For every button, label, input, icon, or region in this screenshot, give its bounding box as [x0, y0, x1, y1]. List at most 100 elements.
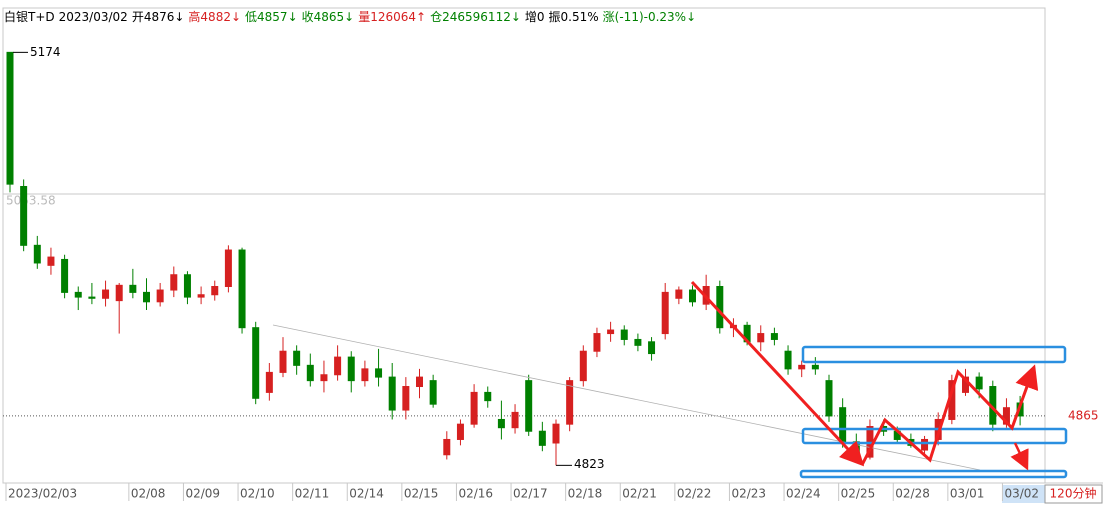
candle-body: [183, 274, 191, 298]
candle-body: [497, 418, 505, 429]
quote-field: 量126064↑: [358, 10, 427, 24]
candle-body: [716, 286, 724, 329]
candle-body: [675, 289, 683, 299]
x-tick-label: 02/23: [731, 487, 766, 501]
candle-body: [511, 411, 519, 429]
quote-field: 振0.51%: [548, 10, 599, 24]
candle-body: [921, 438, 929, 451]
candle-body: [334, 356, 342, 376]
candle-body: [197, 294, 205, 298]
quote-field: 增0: [524, 10, 545, 24]
drawings: [272, 280, 1068, 479]
candle-body: [115, 284, 123, 302]
plot-frame: [2, 7, 1046, 484]
x-tick-label: 02/11: [295, 487, 330, 501]
candle-body: [634, 338, 642, 346]
candle-body: [798, 364, 806, 370]
x-tick-label: 02/25: [841, 487, 876, 501]
arrow: [690, 280, 865, 467]
candle-body: [770, 333, 778, 340]
candle-body: [661, 291, 669, 335]
candle-body: [552, 423, 560, 444]
x-tick-label: 03/01: [950, 487, 985, 501]
candle-body: [593, 333, 601, 352]
candle-body: [648, 341, 656, 355]
bottom-box: [799, 469, 1068, 479]
x-tick-label: 02/14: [349, 487, 384, 501]
candle-body: [238, 249, 246, 329]
candle-body: [129, 284, 137, 293]
x-tick-label: 02/15: [404, 487, 439, 501]
candle-body: [61, 258, 69, 293]
max-label: 5174: [30, 45, 61, 59]
candle-body: [265, 371, 273, 393]
quote-field: 高4882↓: [188, 10, 242, 24]
candle-body: [156, 289, 164, 303]
quote-header: 白银T+D 2023/03/02 开4876↓ 高4882↓ 低4857↓ 收4865↓ 量…: [4, 8, 700, 25]
candle-body: [88, 296, 96, 299]
quote-field: 白银T+D: [4, 10, 55, 24]
candle-body: [47, 256, 55, 266]
x-tick-label: 02/09: [185, 487, 220, 501]
x-tick-label: 02/24: [786, 487, 821, 501]
arrow: [1010, 442, 1029, 471]
reference-label: 5053.58: [6, 194, 56, 208]
candle-body: [361, 368, 369, 382]
x-tick-label: 2023/02/03: [8, 487, 77, 501]
candle-body: [252, 327, 260, 399]
candle-body: [825, 380, 833, 417]
quote-field: 开4876↓: [131, 10, 185, 24]
x-tick-label: 02/17: [513, 487, 548, 501]
candle-body: [74, 291, 82, 298]
arrow: [860, 364, 1039, 466]
candle-body: [579, 350, 587, 382]
period-box: [1044, 484, 1103, 504]
candle-body: [538, 430, 546, 446]
x-tick-label: 03/02: [1004, 487, 1039, 501]
candle-body: [757, 333, 765, 343]
period-label: 120分钟: [1050, 486, 1097, 501]
quote-field: 收4865↓: [301, 10, 355, 24]
candle-body: [33, 244, 41, 264]
candle-body: [525, 380, 533, 432]
candle-body: [689, 289, 696, 303]
current-date-highlight: [1002, 485, 1046, 503]
plot: 5053.58 4865 2023/02/03 02/08 02/09 02/10 02/1…: [3, 45, 1099, 501]
x-tick-label: 02/21: [622, 487, 657, 501]
resistance-box: [801, 345, 1067, 364]
candle-body: [402, 386, 410, 411]
candle-body: [388, 376, 396, 411]
candle-body: [416, 376, 423, 388]
quote-field: 2023/03/02: [58, 10, 128, 24]
candle-body: [279, 350, 287, 373]
candle-body: [20, 185, 28, 246]
candle-body: [347, 356, 355, 382]
candle-body: [839, 407, 847, 443]
quote-field: 低4857↓: [245, 10, 298, 24]
candle-body: [429, 380, 437, 405]
candle-body: [375, 368, 383, 378]
candle-body: [811, 364, 819, 370]
x-tick-label: 02/08: [131, 487, 166, 501]
candle-body: [102, 289, 110, 299]
candle-body: [975, 376, 983, 390]
x-tick-label: 02/18: [568, 487, 603, 501]
min-label: 4823: [574, 457, 605, 471]
x-tick-label: 02/10: [240, 487, 275, 501]
last-price-label: 4865: [1068, 408, 1099, 422]
candle-body: [224, 249, 232, 288]
candle-body: [607, 329, 615, 335]
candle-body: [443, 438, 451, 456]
quote-field: 仓246596112↓: [430, 10, 521, 24]
candle-body: [143, 291, 150, 303]
x-tick-label: 02/22: [677, 487, 712, 501]
x-tick-label: 02/16: [458, 487, 493, 501]
x-tick-label: 02/28: [895, 487, 930, 501]
candle-body: [484, 391, 492, 402]
candle-body: [456, 423, 464, 440]
candle-body: [6, 51, 14, 185]
candle-body: [170, 274, 178, 291]
candle-body: [211, 286, 219, 296]
